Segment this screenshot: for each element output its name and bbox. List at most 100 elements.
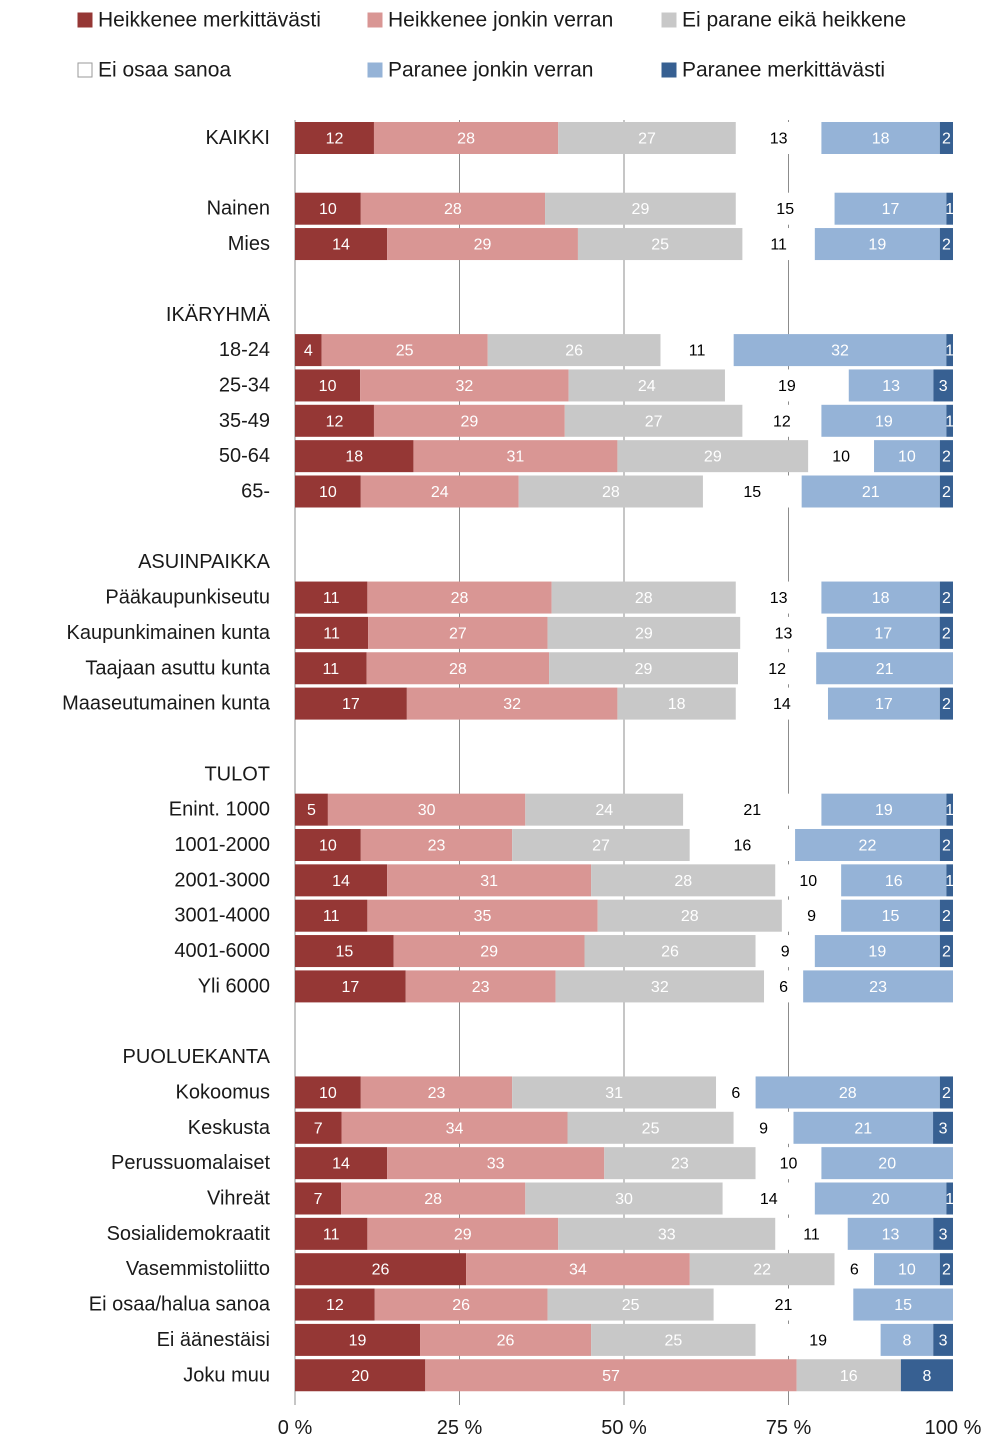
x-tick-label: 75 % [766, 1417, 812, 1439]
data-label: 17 [882, 201, 900, 218]
data-label: 10 [319, 1085, 337, 1102]
x-tick-label: 25 % [437, 1417, 483, 1439]
category-label: Kokoomus [176, 1081, 271, 1103]
x-tick-label: 100 % [925, 1417, 982, 1439]
bar-segment-heikkenee-jonkin-verran [405, 970, 556, 1003]
bar-segment-paranee-merkittavasti [933, 1323, 953, 1356]
data-label: 30 [418, 802, 436, 819]
bar-segment-paranee-jonkin-verran [821, 404, 947, 437]
data-label: 13 [882, 378, 900, 395]
bar-row-mies: Mies 14 29 25 11 19 2 [228, 228, 953, 261]
bar-row-kokoomus: Kokoomus 10 23 31 6 28 2 [176, 1076, 953, 1109]
bar-row-nainen: Nainen 10 28 29 15 17 1 [207, 192, 954, 225]
data-label: 11 [323, 625, 340, 642]
data-label: 31 [507, 449, 525, 466]
bar-row-kaupunkimainen-kunta: Kaupunkimainen kunta 11 27 29 13 17 2 [67, 616, 953, 649]
bar-row-paakaupunkiseutu: Pääkaupunkiseutu 11 28 28 13 18 2 [105, 581, 953, 614]
data-label: 32 [651, 979, 669, 996]
data-label: 21 [743, 802, 761, 819]
data-label: 23 [472, 979, 490, 996]
data-label: 23 [428, 1085, 446, 1102]
legend-label: Ei osaa sanoa [98, 59, 231, 82]
bar-segment-heikkenee-merkittavasti [295, 1111, 342, 1144]
data-label: 15 [743, 484, 761, 501]
bar-segment-heikkenee-merkittavasti [295, 404, 374, 437]
bar-segment-heikkenee-jonkin-verran [420, 1323, 592, 1356]
bar-segment-paranee-jonkin-verran [793, 1111, 934, 1144]
bar-segment-paranee-merkittavasti [939, 475, 953, 508]
data-label: 18 [872, 590, 890, 607]
bar-row-35-49: 35-49 12 29 27 12 19 1 [219, 404, 954, 437]
bar-segment-ei-osaa-sanoa [755, 1147, 822, 1180]
data-label: 12 [326, 413, 344, 430]
bar-segment-ei-parane-eika-heikkene [487, 334, 661, 367]
data-label: 25 [651, 237, 669, 254]
data-label: 19 [875, 413, 893, 430]
data-label: 19 [809, 1332, 827, 1349]
data-label: 12 [768, 661, 786, 678]
data-label: 13 [770, 590, 788, 607]
data-label: 33 [658, 1226, 676, 1243]
data-label: 31 [480, 873, 498, 890]
bar-segment-paranee-jonkin-verran [874, 440, 940, 473]
bar-segment-heikkenee-jonkin-verran [366, 652, 550, 685]
data-label: 11 [323, 908, 340, 925]
bar-segment-ei-parane-eika-heikkene [547, 616, 741, 649]
data-label: 24 [638, 378, 656, 395]
data-label: 28 [449, 661, 467, 678]
bar-segment-paranee-jonkin-verran [814, 1182, 947, 1215]
data-label: 28 [457, 131, 475, 148]
bar-segment-heikkenee-jonkin-verran [406, 687, 618, 720]
bar-segment-heikkenee-merkittavasti [295, 369, 361, 402]
bar-row-65: 65- 10 24 28 15 21 2 [241, 475, 953, 508]
data-label: 2 [942, 484, 951, 501]
bar-segment-ei-osaa-sanoa [764, 970, 804, 1003]
bar-segment-paranee-jonkin-verran [841, 864, 947, 897]
category-label: Ei osaa/halua sanoa [89, 1294, 271, 1316]
data-label: 14 [773, 696, 791, 713]
category-label: Sosialidemokraatit [107, 1223, 271, 1245]
category-label: Mies [228, 233, 270, 255]
data-label: 16 [734, 838, 752, 855]
bar-segment-paranee-merkittavasti [939, 1253, 953, 1286]
data-label: 10 [832, 449, 850, 466]
bar-segment-paranee-jonkin-verran [814, 935, 940, 968]
bar-segment-ei-parane-eika-heikkene [525, 793, 684, 826]
legend-swatch [77, 62, 93, 78]
bar-segment-heikkenee-jonkin-verran [387, 1147, 605, 1180]
data-label: 19 [778, 378, 796, 395]
bar-segment-heikkenee-merkittavasti [295, 122, 374, 154]
bar-segment-heikkenee-jonkin-verran [341, 1182, 526, 1215]
bar-row-vasemmistoliitto: Vasemmistoliitto 26 34 22 6 10 2 [126, 1253, 953, 1286]
data-label: 24 [595, 802, 613, 819]
data-label: 2 [942, 625, 951, 642]
data-label: 28 [839, 1085, 857, 1102]
bar-segment-heikkenee-jonkin-verran [327, 793, 526, 826]
data-label: 29 [635, 661, 653, 678]
bar-segment-ei-parane-eika-heikkene [617, 687, 736, 720]
data-label: 1 [945, 201, 954, 218]
bar-segment-heikkenee-merkittavasti [295, 864, 388, 897]
data-label: 35 [474, 908, 492, 925]
bar-segment-heikkenee-merkittavasti [295, 475, 361, 508]
data-label: 7 [314, 1191, 323, 1208]
bar-segment-heikkenee-merkittavasti [295, 970, 406, 1003]
data-label: 11 [323, 661, 340, 678]
data-label: 1 [945, 802, 954, 819]
data-label: 6 [850, 1262, 859, 1279]
bar-segment-ei-osaa-sanoa [775, 1217, 848, 1250]
data-label: 9 [759, 1120, 768, 1137]
data-label: 21 [862, 484, 880, 501]
data-label: 29 [454, 1226, 472, 1243]
data-label: 28 [444, 201, 462, 218]
bar-segment-heikkenee-merkittavasti [295, 440, 414, 473]
data-label: 11 [803, 1226, 820, 1243]
bar-segment-heikkenee-merkittavasti [295, 829, 361, 861]
x-tick-label: 0 % [278, 1417, 313, 1439]
bar-segment-heikkenee-jonkin-verran [360, 369, 569, 402]
data-label: 26 [661, 944, 679, 961]
bar-segment-paranee-merkittavasti [939, 899, 953, 932]
bar-segment-ei-parane-eika-heikkene [525, 1182, 723, 1215]
data-label: 8 [902, 1332, 911, 1349]
bar-segment-ei-parane-eika-heikkene [597, 899, 782, 932]
